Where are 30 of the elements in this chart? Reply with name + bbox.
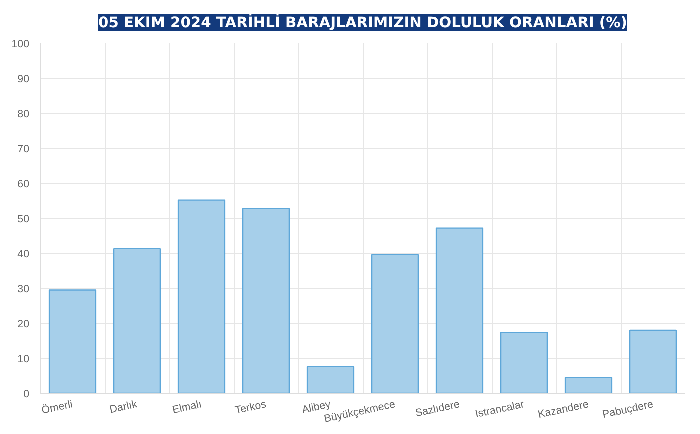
y-tick-label: 70 bbox=[18, 144, 30, 156]
y-tick-label: 10 bbox=[18, 354, 30, 366]
x-tick-label: Elmalı bbox=[172, 398, 203, 417]
bar bbox=[48, 290, 97, 394]
x-tick-label: Ömerli bbox=[40, 398, 74, 417]
y-tick-label: 60 bbox=[18, 178, 30, 190]
y-tick-label: 30 bbox=[18, 284, 30, 296]
bar bbox=[306, 366, 355, 394]
y-tick-label: 20 bbox=[18, 318, 30, 330]
y-tick-label: 50 bbox=[18, 214, 30, 226]
x-tick-label: Sazlıdere bbox=[414, 398, 462, 420]
bar bbox=[242, 208, 290, 394]
bar bbox=[564, 377, 613, 394]
chart-title: 05 EKIM 2024 TARİHLİ BARAJLARIMIZIN DOLULUK ORANLARI (%) bbox=[98, 14, 628, 32]
x-tick-label: Pabuçdere bbox=[602, 398, 655, 422]
x-tick-label: Kazandere bbox=[537, 398, 590, 422]
bar bbox=[500, 332, 548, 394]
bar bbox=[371, 254, 420, 394]
bar bbox=[436, 228, 484, 394]
x-tick-label: Terkos bbox=[234, 398, 268, 417]
bar bbox=[178, 200, 226, 394]
x-tick-label: Istrancalar bbox=[474, 398, 526, 421]
x-tick-label: Darlık bbox=[108, 398, 140, 416]
y-tick-label: 90 bbox=[18, 74, 30, 86]
y-tick-label: 100 bbox=[12, 38, 30, 50]
bar bbox=[629, 330, 678, 394]
y-tick-label: 80 bbox=[18, 108, 30, 120]
bar bbox=[113, 248, 162, 394]
y-tick-label: 0 bbox=[24, 388, 30, 400]
y-tick-label: 40 bbox=[18, 248, 30, 260]
